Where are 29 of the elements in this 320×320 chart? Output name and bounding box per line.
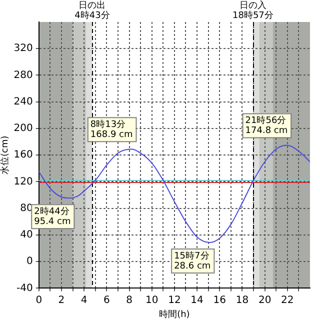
y-tick-label: 240 bbox=[14, 96, 33, 108]
x-tick-label: 16 bbox=[213, 294, 226, 306]
ref-line-label: 日の出 4時43分 bbox=[74, 0, 110, 21]
x-tick-label: 20 bbox=[258, 294, 272, 306]
y-tick-label: 0 bbox=[26, 256, 33, 268]
y-tick-label: 280 bbox=[14, 70, 33, 81]
annotation: 21時56分 174.8 cm bbox=[245, 115, 288, 136]
x-axis-title: 時間(h) bbox=[159, 308, 190, 320]
y-tick-label: 160 bbox=[14, 150, 33, 161]
y-tick-label: 320 bbox=[14, 43, 33, 54]
y-tick-label: -40 bbox=[16, 282, 33, 294]
x-tick-label: 2 bbox=[58, 294, 65, 306]
ref-line-label: 日の入 18時57分 bbox=[232, 0, 274, 21]
y-axis-title: 水位(cm) bbox=[0, 136, 11, 174]
x-tick-label: 14 bbox=[190, 294, 204, 306]
annotation: 8時13分 168.9 cm bbox=[90, 119, 133, 140]
y-tick-label: 120 bbox=[14, 176, 33, 188]
x-tick-label: 4 bbox=[80, 294, 88, 306]
x-tick-label: 12 bbox=[168, 294, 181, 306]
annotation: 2時44分 95.4 cm bbox=[34, 206, 71, 227]
y-tick-label: 40 bbox=[20, 230, 33, 241]
x-tick-label: 18 bbox=[236, 294, 249, 306]
x-tick-label: 0 bbox=[36, 294, 42, 306]
y-tick-label: 200 bbox=[14, 123, 33, 134]
annotation: 15時7分 28.6 cm bbox=[174, 250, 211, 272]
x-tick-label: 10 bbox=[145, 294, 158, 306]
x-tick-label: 22 bbox=[281, 294, 294, 306]
x-tick-label: 8 bbox=[126, 294, 132, 306]
x-tick-label: 6 bbox=[103, 294, 110, 306]
